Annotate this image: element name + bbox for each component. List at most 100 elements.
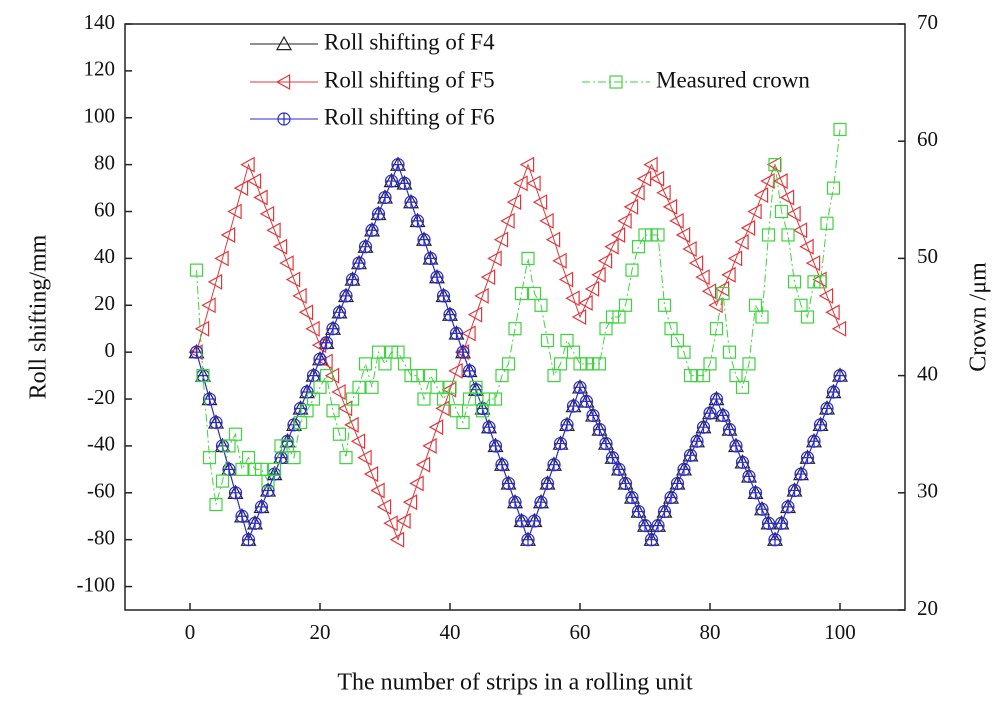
marker <box>306 392 321 406</box>
marker <box>275 35 293 51</box>
plus <box>418 233 430 246</box>
marker <box>805 255 821 272</box>
plus <box>730 439 742 452</box>
triangle <box>227 203 242 220</box>
marker <box>807 434 821 448</box>
plus <box>574 381 586 394</box>
marker <box>644 533 659 547</box>
marker <box>584 280 600 297</box>
plus <box>262 484 274 497</box>
triangle <box>292 287 307 304</box>
marker <box>781 500 795 514</box>
x-tick-label: 40 <box>440 620 461 644</box>
square <box>553 357 568 371</box>
marker <box>740 219 756 236</box>
plus <box>652 519 664 532</box>
square <box>521 251 535 265</box>
marker <box>631 504 646 519</box>
square <box>456 415 470 430</box>
marker <box>760 173 775 190</box>
square <box>609 75 623 89</box>
plus <box>379 191 391 204</box>
triangle <box>298 304 314 321</box>
marker <box>376 498 392 515</box>
marker <box>695 269 710 286</box>
marker <box>631 240 646 254</box>
marker <box>222 462 236 476</box>
plus <box>372 207 385 220</box>
plus <box>223 463 235 476</box>
marker <box>461 325 476 342</box>
triangle <box>415 456 431 473</box>
marker <box>813 275 828 289</box>
plus <box>255 500 268 513</box>
triangle <box>506 194 522 211</box>
triangle <box>376 498 392 515</box>
square <box>449 404 464 418</box>
triangle <box>214 250 229 267</box>
marker <box>371 207 386 221</box>
plus <box>353 257 365 270</box>
marker <box>787 483 802 498</box>
marker <box>792 222 808 239</box>
square <box>267 462 282 476</box>
plus <box>333 306 346 319</box>
marker <box>214 250 229 267</box>
square <box>306 392 321 406</box>
marker <box>261 483 275 498</box>
legend-label: Measured crown <box>656 67 810 92</box>
marker <box>560 418 574 432</box>
square <box>592 357 607 371</box>
triangle <box>532 194 548 211</box>
plus <box>528 514 541 527</box>
marker <box>319 336 334 350</box>
plus <box>600 437 612 450</box>
square <box>508 322 522 336</box>
marker <box>813 418 828 432</box>
square <box>761 228 776 242</box>
marker <box>358 240 373 254</box>
y-tick-label: 80 <box>94 150 115 174</box>
y-tick-label: 100 <box>84 104 116 128</box>
square <box>547 369 561 383</box>
square <box>469 380 483 394</box>
square <box>833 122 847 137</box>
y-tick-label: -100 <box>77 572 116 596</box>
square <box>742 357 756 371</box>
plus <box>392 158 404 171</box>
y2-tick-label: 40 <box>917 361 938 385</box>
marker <box>591 266 606 283</box>
marker <box>618 298 633 312</box>
marker <box>246 173 262 190</box>
marker <box>370 482 385 499</box>
marker <box>825 304 840 321</box>
marker <box>279 255 294 272</box>
plus <box>554 437 567 450</box>
y-tick-label: 60 <box>94 197 115 221</box>
triangle <box>266 222 281 239</box>
marker <box>326 404 340 418</box>
plus <box>801 451 814 464</box>
marker <box>514 514 529 528</box>
marker <box>547 369 561 383</box>
square <box>397 357 412 371</box>
marker <box>352 380 366 394</box>
marker <box>701 283 717 300</box>
square <box>287 451 301 465</box>
marker <box>358 357 373 371</box>
x-tick-label: 0 <box>185 620 196 644</box>
marker <box>625 263 639 277</box>
marker <box>527 514 542 528</box>
plus <box>307 369 320 382</box>
square <box>651 228 665 242</box>
triangle <box>305 320 320 337</box>
plus <box>489 439 502 452</box>
square <box>189 263 204 277</box>
marker <box>378 357 392 371</box>
x-tick-label: 20 <box>310 620 331 644</box>
triangle <box>275 35 293 51</box>
marker <box>344 416 359 433</box>
marker <box>708 297 723 314</box>
marker <box>592 357 607 371</box>
marker <box>677 462 691 476</box>
